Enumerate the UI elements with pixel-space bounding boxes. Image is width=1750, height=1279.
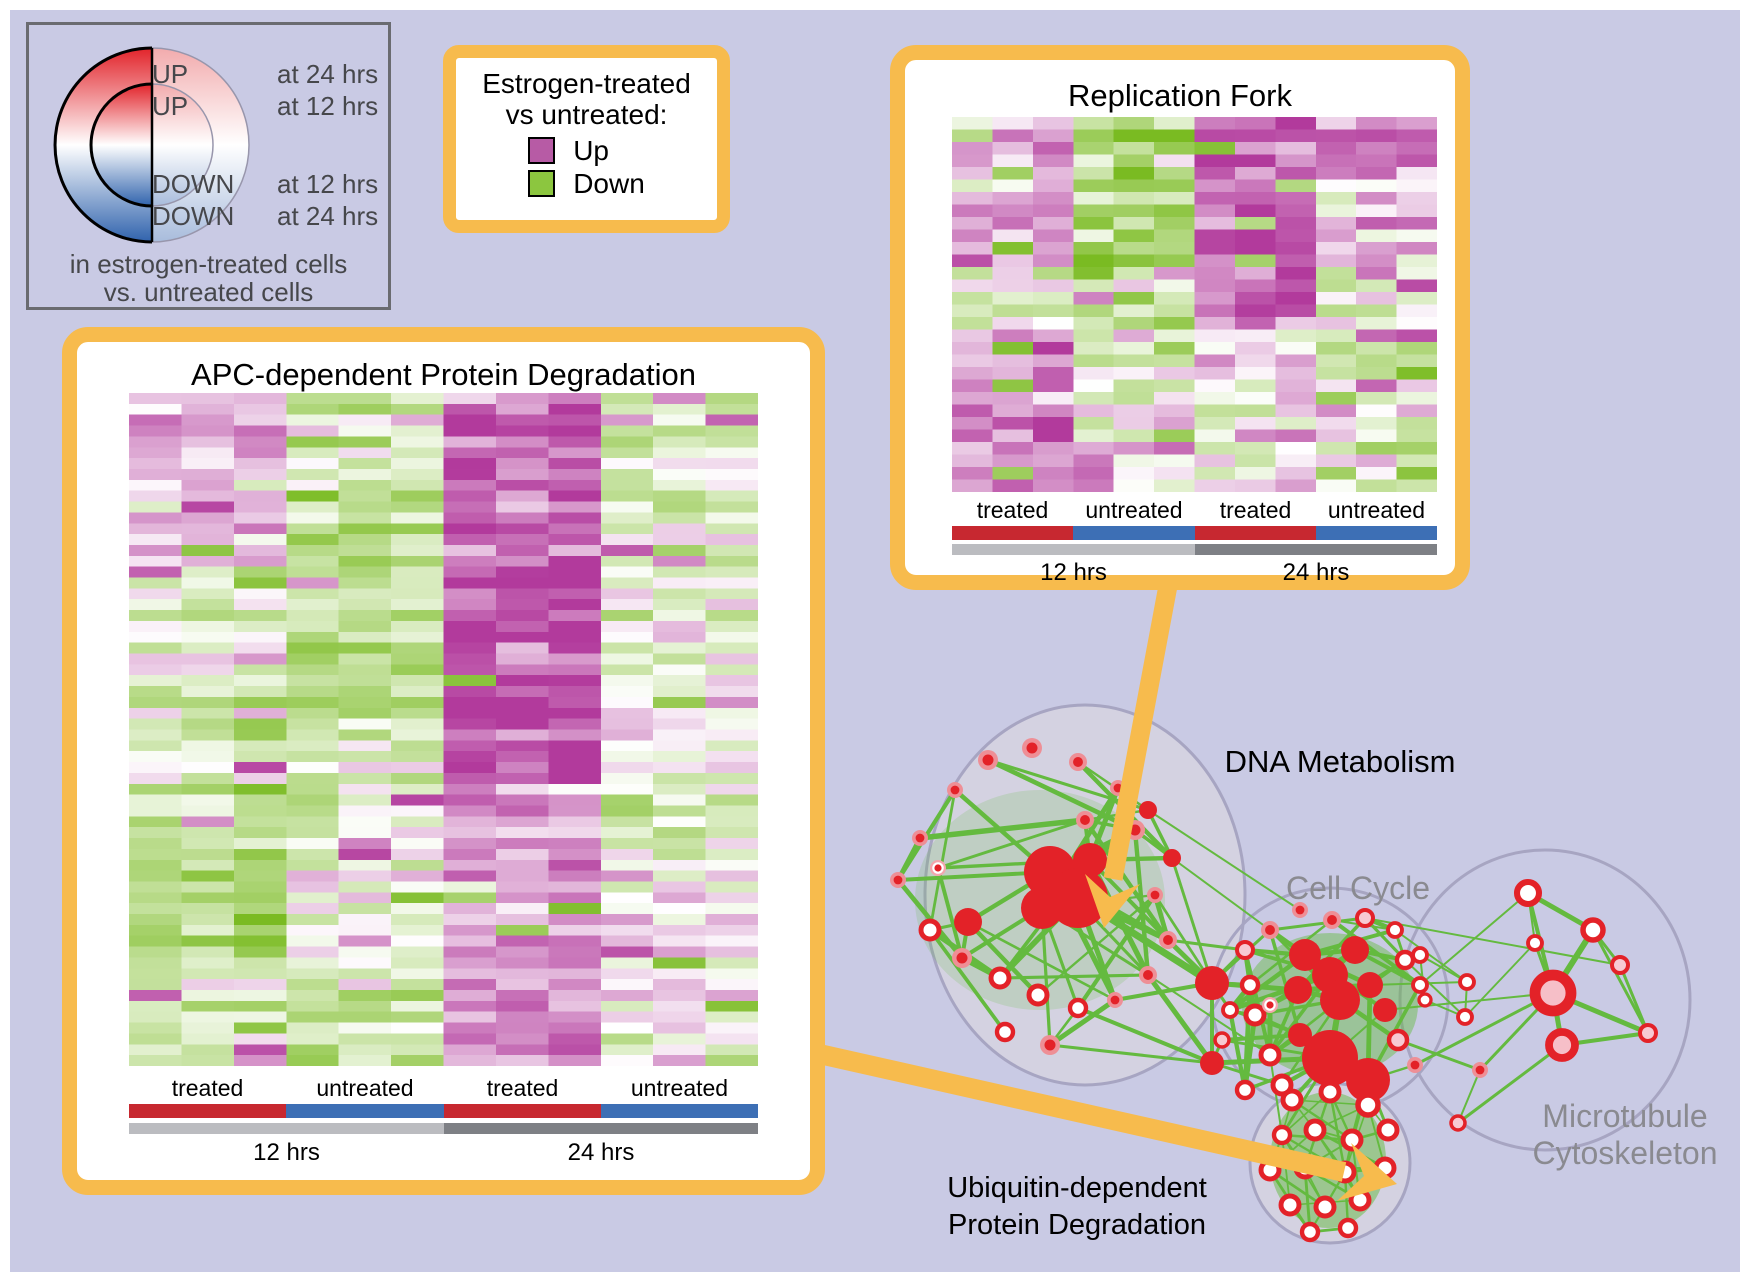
rf-untreated-bar-12 bbox=[1073, 526, 1195, 540]
apc-group-label-treated-24: treated bbox=[486, 1075, 559, 1101]
apc-time-label-24hrs: 24 hrs bbox=[567, 1139, 635, 1166]
legend-time: at 12 hrs bbox=[277, 91, 379, 121]
rf-time-label-24hrs: 24 hrs bbox=[1282, 559, 1350, 586]
estrogen-legend-title-line2: vs untreated: bbox=[505, 99, 668, 130]
apc-treated-bar-24 bbox=[444, 1104, 601, 1118]
rf-treated-bar-12 bbox=[952, 526, 1073, 540]
legend-time: at 24 hrs bbox=[277, 201, 379, 231]
apc-panel-title: APC-dependent Protein Degradation bbox=[191, 357, 696, 392]
rf-24hrs-bar bbox=[1195, 544, 1437, 555]
legend-item-label: Down bbox=[573, 167, 645, 199]
apc-group-label-treated-12: treated bbox=[171, 1075, 244, 1101]
rf-group-label-untreated-12: untreated bbox=[1085, 497, 1183, 523]
apc-group-label-untreated-12: untreated bbox=[316, 1075, 414, 1101]
down-green-swatch-icon bbox=[528, 170, 556, 197]
rf-group-label-untreated-24: untreated bbox=[1327, 497, 1426, 523]
replication-fork-heatmap bbox=[952, 117, 1437, 492]
node-color-legend-box: UP at 24 hrs UP at 12 hrs DOWN at 12 hrs… bbox=[26, 22, 391, 310]
legend-word: DOWN bbox=[152, 201, 235, 231]
ubiquitin-degradation-label: Ubiquitin-dependent Protein Degradation bbox=[927, 1170, 1227, 1244]
apc-group-label-untreated-24: untreated bbox=[630, 1075, 729, 1101]
replication-fork-title: Replication Fork bbox=[1068, 78, 1292, 113]
microtubule-cytoskeleton-label: Microtubule Cytoskeleton bbox=[1500, 1098, 1750, 1172]
legend-time: at 24 hrs bbox=[277, 59, 379, 89]
cell-cycle-label: Cell Cycle bbox=[1285, 870, 1431, 906]
apc-time-label-12hrs: 12 hrs bbox=[253, 1139, 320, 1166]
rf-12hrs-bar bbox=[952, 544, 1195, 555]
estrogen-legend-items: Up Down bbox=[528, 134, 645, 200]
rf-group-label-treated-24: treated bbox=[1219, 497, 1292, 523]
apc-treated-bar-12 bbox=[129, 1104, 286, 1118]
legend-item-label: Up bbox=[573, 134, 609, 166]
ubiquitin-label-line2: Protein Degradation bbox=[948, 1209, 1206, 1241]
legend-time: at 12 hrs bbox=[277, 169, 379, 199]
concentric-circles-legend-icon bbox=[53, 46, 250, 244]
apc-heatmap bbox=[129, 393, 758, 1066]
rf-untreated-bar-24 bbox=[1316, 526, 1437, 540]
apc-untreated-bar-24 bbox=[601, 1104, 758, 1118]
legend-item-up: Up bbox=[528, 134, 645, 167]
apc-12hrs-bar bbox=[129, 1123, 444, 1134]
apc-24hrs-bar bbox=[444, 1123, 758, 1134]
estrogen-updown-legend-box: Estrogen-treated vs untreated: Up Down bbox=[443, 45, 730, 233]
microtubule-label-line2: Cytoskeleton bbox=[1532, 1135, 1718, 1171]
rf-time-label-12hrs: 12 hrs bbox=[1040, 559, 1107, 586]
apc-untreated-bar-12 bbox=[286, 1104, 444, 1118]
legend-word: UP bbox=[152, 91, 189, 121]
rf-group-label-treated-12: treated bbox=[976, 497, 1049, 523]
up-magenta-swatch-icon bbox=[528, 137, 556, 164]
replication-fork-panel: Replication Fork treated untreated treat… bbox=[890, 45, 1470, 590]
estrogen-legend-title-line1: Estrogen-treated bbox=[482, 68, 691, 99]
dna-metabolism-label: DNA Metabolism bbox=[1224, 744, 1456, 779]
apc-degradation-panel: APC-dependent Protein Degradation treate… bbox=[62, 327, 825, 1195]
rf-treated-bar-24 bbox=[1195, 526, 1316, 540]
legend-caption-line1: in estrogen-treated cells bbox=[69, 249, 348, 279]
legend-item-down: Down bbox=[528, 167, 645, 200]
ubiquitin-label-line1: Ubiquitin-dependent bbox=[947, 1172, 1207, 1204]
legend-word: UP bbox=[152, 59, 189, 89]
legend-word: DOWN bbox=[152, 169, 235, 199]
legend-caption-line2: vs. untreated cells bbox=[103, 277, 314, 307]
microtubule-label-line1: Microtubule bbox=[1542, 1098, 1708, 1134]
